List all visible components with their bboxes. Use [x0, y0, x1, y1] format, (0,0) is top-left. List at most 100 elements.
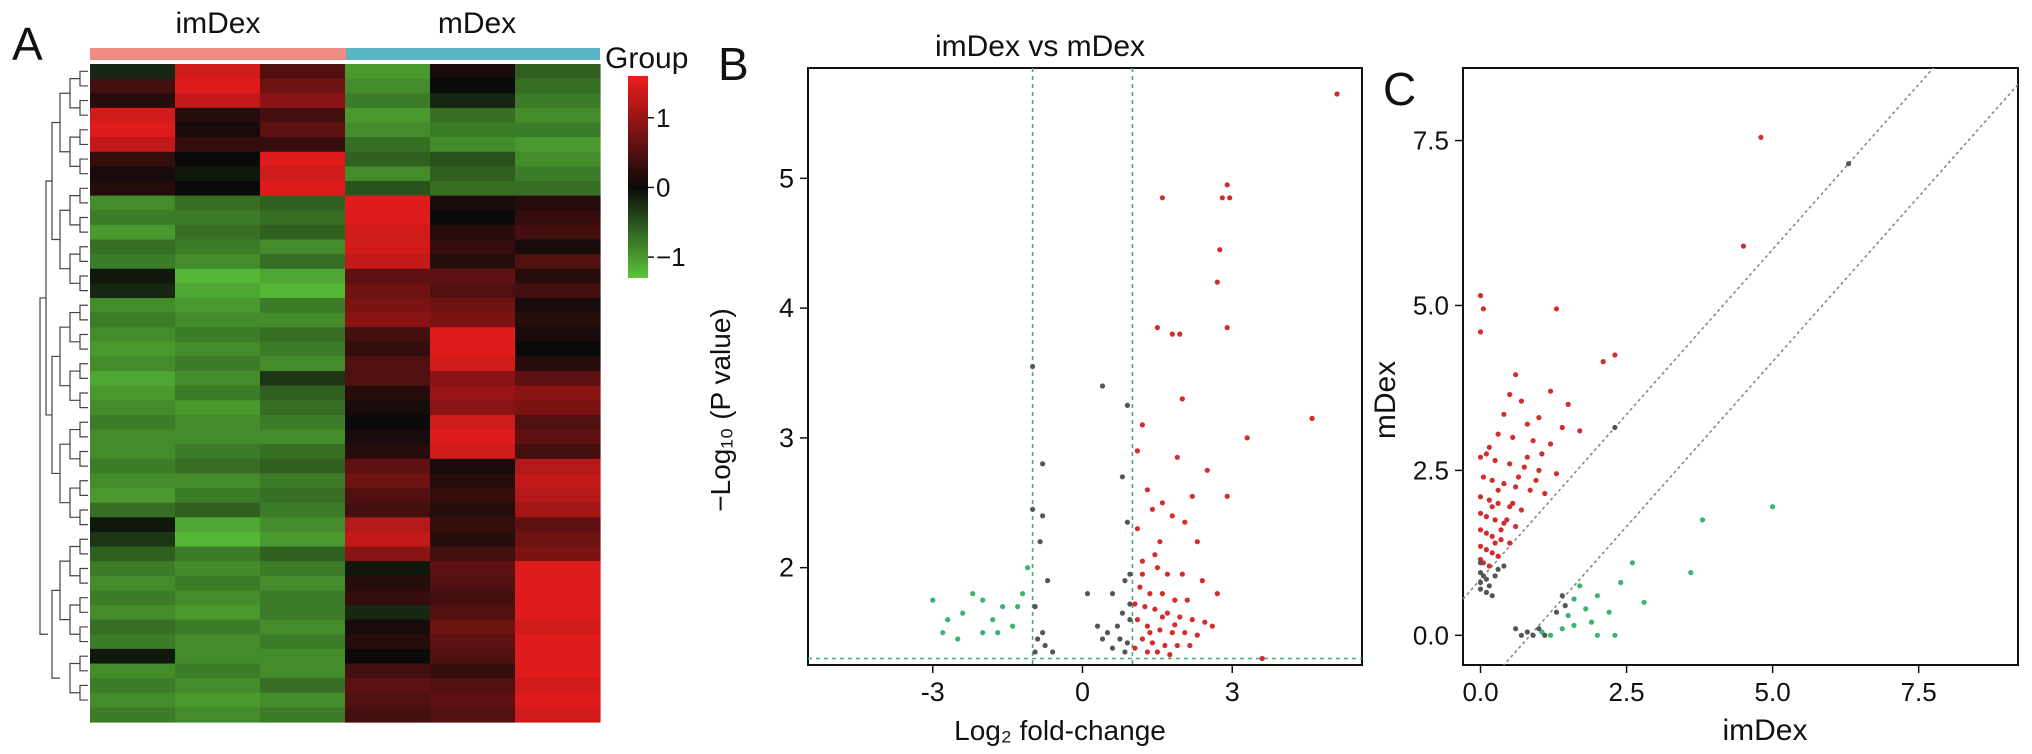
- heatmap-cell: [345, 502, 431, 518]
- dendrogram-link: [69, 136, 80, 167]
- data-point: [1571, 596, 1577, 602]
- heatmap-cells: [90, 64, 601, 723]
- heatmap-cell: [515, 531, 601, 548]
- data-point: [1194, 539, 1200, 545]
- data-point: [1144, 487, 1150, 493]
- data-point: [1334, 91, 1340, 97]
- data-point: [1594, 593, 1600, 599]
- heatmap-cell: [430, 297, 516, 314]
- volcano-plot-frame: [807, 67, 1363, 666]
- heatmap-cell: [175, 429, 261, 445]
- heatmap-cell: [345, 180, 431, 197]
- data-point: [1562, 603, 1568, 609]
- dendrogram-link: [79, 129, 88, 146]
- heatmap-cell: [515, 458, 601, 475]
- data-point: [1483, 576, 1489, 582]
- x-tick-label: 0.0: [1462, 677, 1498, 707]
- dendrogram-link: [79, 363, 88, 379]
- heatmap-cell: [175, 107, 261, 124]
- heatmap-cell: [515, 371, 601, 387]
- data-point: [1015, 604, 1021, 610]
- heatmap-cell: [430, 254, 516, 270]
- data-point: [1040, 513, 1046, 519]
- data-point: [1486, 583, 1492, 589]
- heatmap-cell: [430, 341, 516, 358]
- heatmap-cell: [90, 575, 176, 591]
- heatmap-cell: [515, 122, 601, 138]
- heatmap-cell: [430, 239, 516, 255]
- heatmap-cell: [515, 312, 601, 328]
- heatmap-cell: [515, 78, 601, 94]
- data-point: [1480, 474, 1486, 480]
- data-point: [1477, 579, 1484, 586]
- heatmap-cell: [260, 371, 346, 387]
- heatmap-cell: [260, 400, 346, 416]
- y-tick-label: 2: [779, 553, 794, 583]
- data-point: [1548, 388, 1554, 394]
- heatmap-cell: [90, 312, 176, 328]
- dendrogram-link: [69, 311, 80, 343]
- data-point: [1244, 435, 1250, 441]
- heatmap-cell: [430, 93, 516, 109]
- heatmap-cell: [515, 151, 601, 167]
- data-point: [1179, 396, 1185, 402]
- heatmap-cell: [260, 254, 346, 270]
- heatmap-cell: [515, 605, 601, 621]
- data-point: [1477, 293, 1484, 299]
- data-point: [1219, 195, 1225, 201]
- heatmap-cell: [260, 678, 346, 694]
- dendrogram-link: [69, 253, 80, 284]
- data-point: [1510, 500, 1516, 506]
- heatmap-cell: [515, 107, 601, 124]
- dendrogram-link: [79, 450, 88, 467]
- data-point: [1489, 533, 1495, 540]
- heatmap-cell: [175, 371, 261, 387]
- heatmap-cell: [90, 458, 176, 475]
- heatmap-cell: [175, 341, 261, 358]
- heatmap-cell: [515, 385, 601, 401]
- heatmap-cell: [90, 195, 176, 211]
- heatmap-cell: [430, 488, 516, 504]
- heatmap-cell: [90, 297, 176, 314]
- heatmap-cell: [260, 634, 346, 650]
- heatmap-cell: [90, 239, 176, 255]
- heatmap-cell: [90, 210, 176, 226]
- heatmap-cell: [345, 546, 431, 562]
- heatmap-cell: [430, 605, 516, 621]
- heatmap-cell: [175, 605, 261, 621]
- heatmap-cell: [260, 327, 346, 343]
- data-point: [1571, 622, 1577, 629]
- data-point: [1740, 243, 1746, 249]
- heatmap-cell: [90, 400, 176, 416]
- heatmap-cell: [345, 137, 431, 153]
- heatmap-cell: [260, 356, 346, 372]
- data-point: [1202, 619, 1208, 625]
- data-point: [1699, 517, 1706, 523]
- data-point: [1498, 537, 1504, 543]
- heatmap-cell: [430, 210, 516, 226]
- heatmap-cell: [260, 531, 346, 548]
- heatmap-cell: [430, 531, 516, 548]
- data-point: [1495, 553, 1501, 559]
- heatmap-cell: [90, 64, 176, 80]
- data-point: [1025, 565, 1031, 571]
- heatmap-cell: [430, 224, 516, 241]
- dendrogram-link: [69, 370, 80, 401]
- heatmap-cell: [260, 93, 346, 109]
- data-point: [1486, 497, 1492, 503]
- heatmap-cell: [90, 590, 176, 606]
- heatmap-cell: [345, 224, 431, 241]
- heatmap-cell: [345, 239, 431, 255]
- heatmap-cell: [430, 678, 516, 694]
- legend-tick-label: −1: [656, 242, 686, 272]
- data-point: [1157, 539, 1163, 545]
- heatmap-cell: [515, 429, 601, 445]
- data-point: [1612, 632, 1618, 638]
- dendrogram-link: [79, 70, 88, 87]
- data-point: [1524, 454, 1530, 460]
- heatmap-cell: [515, 327, 601, 343]
- data-point: [1132, 645, 1138, 651]
- heatmap-cell: [260, 488, 346, 504]
- heatmap-cell: [430, 458, 516, 475]
